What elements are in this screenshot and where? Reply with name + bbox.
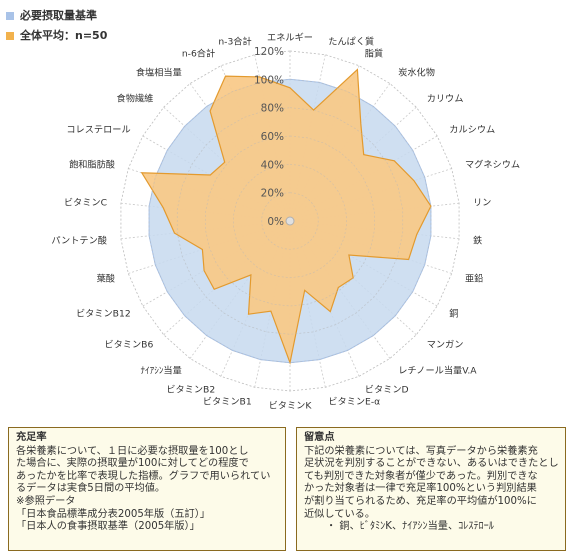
note-box-caveats: 留意点 下記の栄養素については、写真データから栄養素充 足状況を判別することがで… xyxy=(296,427,566,551)
category-label: ビタミンK xyxy=(269,401,313,412)
grid-ring-overlay xyxy=(261,192,319,250)
category-label: ビタミンB1 xyxy=(203,397,252,408)
chart-legend: 必要摂取量基準 全体平均：n=50 xyxy=(6,6,107,46)
category-label: 炭水化物 xyxy=(398,67,435,79)
legend-item-required: 必要摂取量基準 xyxy=(6,6,107,26)
category-label: ビタミンB6 xyxy=(104,340,153,351)
category-label: 葉酸 xyxy=(97,272,115,284)
legend-swatch-average xyxy=(6,32,14,40)
note-title-caveats: 留意点 xyxy=(304,432,335,443)
note-bullet: ・ 銅、ﾋﾞﾀﾐﾝK、ﾅｲｱｼﾝ当量、ｺﾚｽﾃﾛｰﾙ xyxy=(326,521,494,533)
category-label: 鉄 xyxy=(473,235,482,247)
category-label: 飽和脂肪酸 xyxy=(69,159,115,171)
category-label: 食物繊維 xyxy=(117,92,154,104)
grid-ring-overlay xyxy=(148,78,432,364)
category-label: 銅 xyxy=(449,308,458,320)
tick-label: 60% xyxy=(261,131,284,143)
note-line: 「日本人の食事摂取基準（2005年版）」 xyxy=(16,521,200,533)
grid-ring-overlay xyxy=(176,107,404,335)
category-label: マグネシウム xyxy=(465,159,520,171)
grid-ring-overlay xyxy=(205,135,375,307)
category-label: エネルギー xyxy=(267,33,313,44)
category-label: カリウム xyxy=(427,93,464,104)
category-label: ビタミンB2 xyxy=(166,385,215,396)
note-line: た場合に、実際の摂取量が100に対してどの程度で xyxy=(16,458,249,470)
center-marker xyxy=(285,216,295,226)
legend-label-required: 必要摂取量基準 xyxy=(20,9,97,22)
tick-label: 100% xyxy=(254,74,284,86)
category-label: 亜鉛 xyxy=(465,272,483,284)
category-label: 脂質 xyxy=(365,47,383,59)
category-label: ビタミンC xyxy=(64,197,107,208)
tick-label: 40% xyxy=(261,159,284,171)
category-label: n-6合計 xyxy=(182,47,215,59)
category-label: パントテン酸 xyxy=(51,236,107,247)
category-label: カルシウム xyxy=(449,125,495,136)
note-line: ※参照データ xyxy=(16,495,76,507)
category-label: レチノール当量V.A xyxy=(398,364,477,376)
note-line: るデータは実食5日間の平均値。 xyxy=(16,483,166,495)
category-label: ビタミンD xyxy=(365,385,409,396)
note-line: ても判別できた対象者が僅少であった。判別できな xyxy=(304,470,538,482)
note-box-sufficiency: 充足率 各栄養素について、１日に必要な摂取量を100とし た場合に、実際の摂取量… xyxy=(8,427,286,551)
note-line: かった対象者は一律で充足率100%という判別結果 xyxy=(304,483,537,495)
category-label: 食塩相当量 xyxy=(136,67,182,79)
note-line: 足状況を判別することができない、あるいはできたとし xyxy=(304,458,559,470)
note-line: 近似している。 xyxy=(304,508,376,520)
category-label: n-3合計 xyxy=(218,36,251,48)
category-label: リン xyxy=(473,197,491,208)
tick-label: 20% xyxy=(261,188,284,200)
note-line: が割り当てられるため、充足率の平均値が100%に xyxy=(304,495,537,507)
note-line: 各栄養素について、１日に必要な摂取量を100とし xyxy=(16,445,249,457)
note-line: 「日本食品標準成分表2005年版（五訂）」 xyxy=(16,508,211,520)
legend-swatch-required xyxy=(6,12,14,20)
tick-label: 80% xyxy=(261,103,284,115)
note-line: 下記の栄養素については、写真データから栄養素充 xyxy=(304,445,538,457)
grid-ring-overlay xyxy=(120,50,460,392)
tick-label: 0% xyxy=(267,216,284,228)
category-label: ビタミンE-α xyxy=(328,397,380,408)
category-label: ﾅｲｱｼﾝ当量 xyxy=(140,364,181,376)
radar-chart: 0% 20% 40% 60% 80% 100% 120% エネルギー たんぱく質脂質炭水化物カリ… xyxy=(51,33,520,412)
legend-item-average: 全体平均：n=50 xyxy=(6,26,107,46)
note-title-sufficiency: 充足率 xyxy=(16,432,47,443)
note-line: あったかを比率で表現した指標。グラフで用いられてい xyxy=(16,470,271,482)
tick-label: 120% xyxy=(254,46,284,58)
grid-ring-overlay xyxy=(233,163,347,279)
category-label: マンガン xyxy=(427,340,464,351)
legend-label-average: 全体平均：n=50 xyxy=(20,29,108,42)
category-label: ビタミンB12 xyxy=(76,309,131,320)
category-label: たんぱく質 xyxy=(328,36,374,48)
category-label: コレステロール xyxy=(66,125,130,136)
